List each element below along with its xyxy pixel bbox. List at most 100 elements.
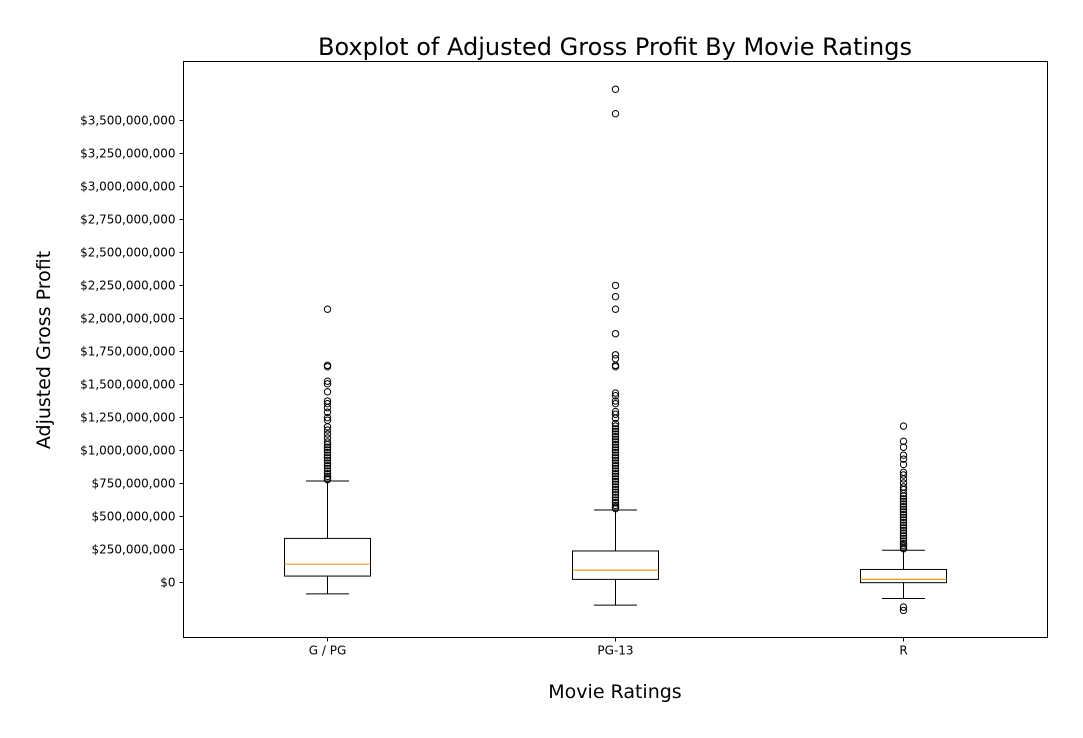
outlier-point xyxy=(899,606,908,615)
outlier-point xyxy=(323,305,332,313)
outlier-point xyxy=(899,443,908,451)
outlier-point xyxy=(323,443,332,451)
outlier-point xyxy=(323,438,332,446)
outlier-point xyxy=(323,408,332,416)
outlier-point xyxy=(611,454,620,462)
outlier-point xyxy=(899,603,908,611)
y-tick-label: $1,500,000,000 xyxy=(80,378,175,392)
outlier-point xyxy=(899,437,908,446)
outlier-point xyxy=(611,355,620,363)
outlier-point xyxy=(611,438,620,446)
y-tick-label: $2,500,000,000 xyxy=(80,246,175,260)
x-tick-label: R xyxy=(899,644,907,658)
outlier-point xyxy=(611,440,620,449)
box-iqr xyxy=(572,550,659,580)
outlier-point xyxy=(899,500,908,508)
y-tick-label: $0 xyxy=(160,576,175,590)
outlier-point xyxy=(611,483,620,491)
outlier-point xyxy=(899,545,908,553)
outlier-point xyxy=(323,456,332,465)
y-tick-label: $2,000,000,000 xyxy=(80,312,175,326)
outlier-point xyxy=(899,495,908,503)
outlier-point xyxy=(611,427,620,436)
outlier-point xyxy=(611,448,620,457)
outlier-point xyxy=(899,471,908,479)
outlier-point xyxy=(323,380,332,388)
boxplot-series xyxy=(284,85,947,615)
outlier-point xyxy=(611,472,620,481)
outlier-point xyxy=(611,305,620,313)
y-tick-label: $500,000,000 xyxy=(92,510,176,524)
outlier-point xyxy=(611,419,620,428)
outlier-point xyxy=(899,455,908,463)
outlier-point xyxy=(899,451,908,459)
box-group xyxy=(860,422,947,615)
y-tick-label: $1,000,000,000 xyxy=(80,444,175,458)
outlier-point xyxy=(611,462,620,470)
outlier-point xyxy=(323,430,332,438)
y-tick-label: $3,500,000,000 xyxy=(80,114,175,128)
y-tick-label: $1,750,000,000 xyxy=(80,345,175,359)
outlier-point xyxy=(611,432,620,441)
outlier-point xyxy=(611,397,620,405)
outlier-point xyxy=(323,440,332,449)
outlier-point xyxy=(899,532,908,540)
outlier-point xyxy=(611,430,620,438)
outlier-point xyxy=(611,292,620,301)
outlier-point xyxy=(611,85,620,93)
outlier-point xyxy=(611,410,620,418)
outlier-point xyxy=(323,446,332,454)
outlier-point xyxy=(611,443,620,451)
outlier-point xyxy=(899,422,908,430)
outlier-point xyxy=(323,388,332,396)
outlier-point xyxy=(611,477,620,486)
outlier-point xyxy=(323,462,332,470)
outlier-point xyxy=(899,524,908,532)
outlier-point xyxy=(899,497,908,506)
outlier-point xyxy=(611,501,620,510)
outlier-point xyxy=(611,109,620,118)
outlier-point xyxy=(611,425,620,433)
outlier-point xyxy=(611,414,620,422)
outlier-point xyxy=(611,488,620,496)
outlier-point xyxy=(323,413,332,422)
outlier-point xyxy=(611,491,620,499)
y-tick-label: $3,000,000,000 xyxy=(80,180,175,194)
x-axis-label: Movie Ratings xyxy=(548,681,681,703)
chart-title: Boxplot of Adjusted Gross Profit By Movi… xyxy=(318,33,912,61)
outlier-point xyxy=(323,464,332,473)
outlier-point xyxy=(899,513,908,521)
y-axis-label: Adjusted Gross Profit xyxy=(33,251,55,449)
x-tick-label: PG-13 xyxy=(597,644,633,658)
outlier-point xyxy=(611,475,620,483)
outlier-point xyxy=(323,362,332,371)
outlier-point xyxy=(899,492,908,500)
outlier-point xyxy=(323,459,332,467)
outlier-point xyxy=(899,510,908,519)
outlier-point xyxy=(611,456,620,465)
outlier-point xyxy=(323,454,332,462)
outlier-point xyxy=(323,475,332,484)
box-iqr xyxy=(860,568,947,584)
outlier-point xyxy=(899,534,908,543)
x-axis-ticks: G / PG PG-13 R xyxy=(309,637,908,658)
outlier-point xyxy=(899,508,908,516)
x-tick-label: G / PG xyxy=(309,644,347,658)
outlier-point xyxy=(611,464,620,473)
outlier-point xyxy=(611,493,620,502)
outlier-point xyxy=(611,480,620,488)
outlier-point xyxy=(611,451,620,459)
y-tick-label: $2,250,000,000 xyxy=(80,279,175,293)
outlier-point xyxy=(611,351,620,359)
outlier-point xyxy=(323,467,332,475)
outlier-point xyxy=(611,392,620,400)
outlier-point xyxy=(899,503,908,511)
outlier-point xyxy=(899,516,908,524)
outlier-point xyxy=(611,469,620,478)
y-tick-label: $750,000,000 xyxy=(92,477,176,491)
outlier-point xyxy=(611,389,620,397)
box-iqr xyxy=(284,537,371,577)
outlier-point xyxy=(611,435,620,444)
outlier-point xyxy=(899,526,908,535)
